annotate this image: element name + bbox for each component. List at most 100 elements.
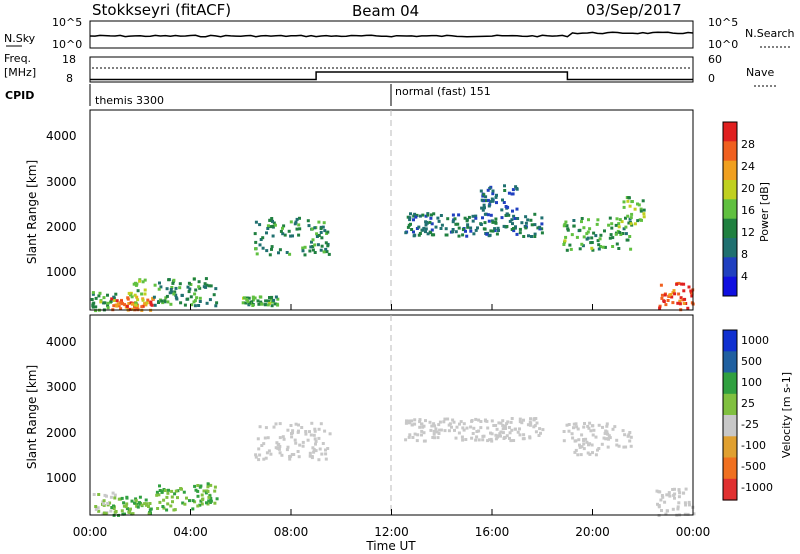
data-cell [607, 434, 611, 438]
data-cell [522, 235, 526, 238]
data-cell [145, 301, 149, 305]
data-cell [641, 199, 645, 203]
data-cell [610, 222, 614, 226]
data-cell [585, 232, 589, 236]
data-cell [488, 200, 492, 204]
data-cell [405, 419, 408, 423]
data-cell [535, 421, 539, 425]
data-cell [155, 493, 159, 497]
data-cell [479, 420, 483, 423]
data-cell [144, 503, 148, 507]
data-cell [202, 285, 206, 289]
data-cell [626, 199, 630, 203]
data-cell [587, 426, 591, 430]
data-cell [565, 224, 569, 228]
data-cell [522, 418, 525, 422]
data-cell [295, 217, 299, 221]
data-cell [264, 299, 268, 303]
data-cell [282, 437, 286, 441]
data-cell [513, 217, 517, 220]
data-cell [156, 507, 160, 510]
data-cell [272, 221, 276, 225]
data-cell [296, 430, 300, 434]
power-colorbar-segment [723, 160, 737, 181]
data-cell [479, 189, 483, 193]
data-cell [566, 227, 570, 231]
data-cell [520, 421, 524, 425]
data-cell [533, 235, 537, 238]
data-cell [420, 429, 424, 433]
data-cell [407, 435, 411, 439]
data-cell [143, 292, 147, 296]
data-cell [429, 428, 433, 432]
data-cell [301, 246, 305, 250]
data-cell [438, 428, 442, 432]
data-cell [500, 208, 504, 212]
data-cell [420, 433, 423, 437]
data-cell [320, 244, 324, 248]
data-cell [677, 501, 681, 505]
power-colorbar-tick: 20 [741, 182, 755, 195]
data-cell [678, 302, 682, 306]
data-cell [294, 422, 298, 426]
data-cell [443, 417, 447, 421]
data-cell [413, 212, 417, 216]
data-cell [295, 227, 299, 231]
data-cell [672, 289, 676, 293]
data-cell [406, 225, 410, 229]
data-cell [490, 439, 494, 443]
data-cell [477, 418, 481, 422]
data-cell [628, 439, 632, 443]
data-cell [474, 228, 478, 232]
data-cell [173, 508, 177, 512]
power-colorbar-tick: 12 [741, 226, 755, 239]
data-cell [585, 440, 589, 444]
data-cell [602, 436, 606, 440]
data-cell [276, 297, 280, 301]
power-colorbar-segment [723, 180, 737, 200]
data-cell [569, 247, 573, 251]
data-cell [112, 295, 116, 299]
data-cell [509, 439, 513, 443]
data-cell [471, 432, 475, 435]
data-cell [436, 216, 440, 220]
data-cell [621, 232, 625, 235]
data-cell [451, 230, 455, 234]
data-cell [683, 501, 687, 505]
data-cell [680, 282, 684, 286]
data-cell [469, 226, 473, 230]
data-cell [683, 297, 687, 301]
data-cell [277, 442, 281, 446]
data-cell [485, 419, 489, 423]
data-cell [200, 493, 204, 497]
data-cell [203, 282, 207, 286]
data-cell [207, 499, 211, 503]
data-cell [158, 281, 161, 285]
data-cell [628, 217, 632, 221]
data-cell [534, 430, 538, 434]
data-cell [606, 437, 610, 441]
data-cell [290, 432, 293, 435]
nave-label: Nave [746, 66, 774, 79]
data-cell [215, 497, 219, 501]
x-tick-label: 08:00 [274, 525, 309, 539]
data-cell [528, 436, 532, 440]
data-cell [573, 450, 577, 454]
data-cell [310, 421, 314, 425]
data-cell [677, 281, 681, 285]
power-colorbar-segment [723, 218, 737, 239]
data-cell [432, 233, 436, 237]
data-cell [503, 424, 507, 428]
data-cell [459, 420, 463, 424]
data-cell [595, 222, 599, 226]
data-cell [204, 277, 208, 281]
data-cell [312, 433, 316, 437]
data-cell [628, 204, 632, 208]
data-cell [193, 304, 197, 308]
data-cell [518, 227, 522, 231]
data-cell [673, 492, 677, 496]
data-cell [676, 301, 680, 305]
data-cell [432, 422, 436, 426]
data-cell [209, 284, 213, 288]
data-cell [409, 222, 412, 226]
